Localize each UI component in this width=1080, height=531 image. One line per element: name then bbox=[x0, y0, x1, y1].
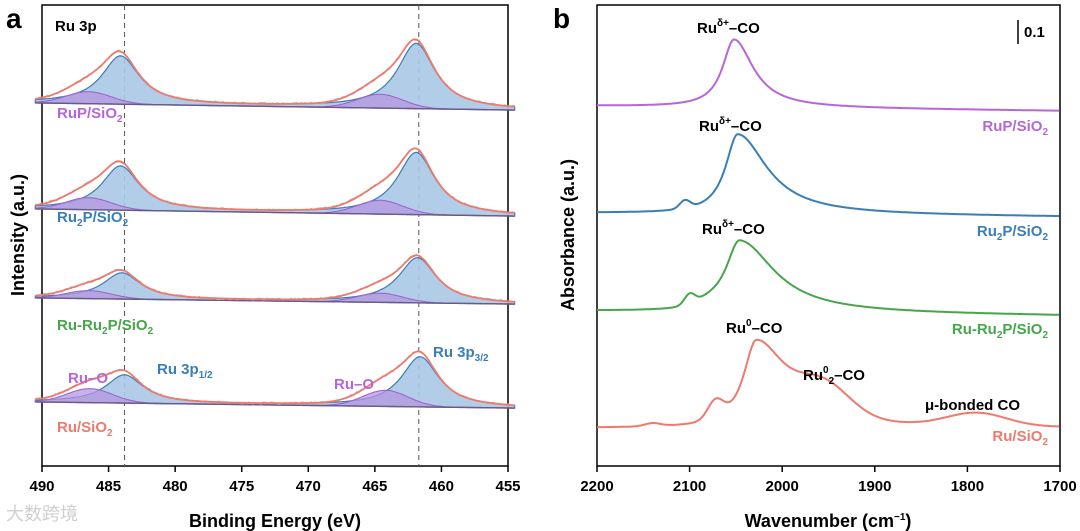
label-ru-ru2p-sio2-b: Ru-Ru2P/SiO2 bbox=[952, 321, 1049, 341]
b-xtick-label: 2200 bbox=[580, 478, 613, 495]
label-rup-sio2-a: RuP/SiO2 bbox=[57, 105, 123, 125]
b-spectrum-1 bbox=[597, 133, 1060, 217]
annotation-ru02-co: Ru02–CO bbox=[803, 365, 865, 387]
panel-b-frame bbox=[596, 4, 1061, 467]
ru-3p12-label: Ru 3p1/2 bbox=[157, 361, 213, 381]
a-envelope-fit bbox=[35, 254, 515, 303]
a-background bbox=[35, 401, 515, 409]
panel-b-x-ticks: 2200 2100 2000 1900 1800 1700 bbox=[580, 466, 1077, 495]
a-spectrum-2 bbox=[34, 254, 516, 305]
a-xtick-label: 475 bbox=[229, 478, 254, 495]
b-xtick-label: 1900 bbox=[858, 478, 891, 495]
annotation-rudelta-co-1: Ruδ+–CO bbox=[697, 18, 760, 37]
a-xtick-label: 470 bbox=[296, 478, 321, 495]
panel-b-ylabel: Absorbance (a.u.) bbox=[558, 159, 578, 311]
ru-o-label-left: Ru–O bbox=[68, 370, 108, 387]
a-xtick-label: 485 bbox=[96, 478, 121, 495]
a-envelope-fit bbox=[35, 147, 515, 214]
scale-bar-label: 0.1 bbox=[1024, 24, 1045, 41]
annotation-ru0-co: Ru0–CO bbox=[726, 318, 783, 337]
label-ru-sio2-a: Ru/SiO2 bbox=[57, 419, 113, 439]
b-xtick-label: 1800 bbox=[951, 478, 984, 495]
panel-b-spectra bbox=[597, 38, 1060, 429]
ru-o-label-right: Ru–O bbox=[334, 376, 374, 393]
a-envelope-fit bbox=[35, 350, 515, 407]
b-spectrum-3 bbox=[597, 338, 1060, 429]
b-xtick-label: 2100 bbox=[673, 478, 706, 495]
label-ru-ru2p-sio2-a: Ru-Ru2P/SiO2 bbox=[57, 317, 154, 337]
label-ru-sio2-b: Ru/SiO2 bbox=[992, 428, 1048, 448]
panel-a-x-ticks: 490 485 480 475 470 465 460 455 bbox=[29, 466, 521, 495]
panel-a-ylabel: Intensity (a.u.) bbox=[8, 174, 28, 296]
a-xtick-label: 480 bbox=[163, 478, 188, 495]
panel-a-label: a bbox=[6, 3, 22, 34]
a-background bbox=[35, 208, 515, 217]
a-envelope-fit bbox=[35, 38, 515, 108]
panel-a-frame bbox=[41, 4, 509, 467]
annotation-mu-bonded-co: μ-bonded CO bbox=[925, 397, 1020, 414]
a-xtick-label: 490 bbox=[29, 478, 54, 495]
a-spectrum-0 bbox=[34, 38, 516, 111]
a-xtick-label: 455 bbox=[495, 478, 520, 495]
panel-b-xlabel: Wavenumber (cm−1) bbox=[745, 511, 912, 531]
annotation-rudelta-co-3: Ruδ+–CO bbox=[702, 219, 765, 238]
panel-a-xlabel: Binding Energy (eV) bbox=[189, 511, 361, 531]
a-spectrum-1 bbox=[34, 147, 516, 217]
label-rup-sio2-b: RuP/SiO2 bbox=[982, 118, 1048, 138]
a-xtick-label: 460 bbox=[429, 478, 454, 495]
watermark: 大数跨境 bbox=[6, 504, 78, 525]
annotation-rudelta-co-2: Ruδ+–CO bbox=[699, 116, 762, 135]
a-background bbox=[35, 297, 515, 305]
b-xtick-label: 1700 bbox=[1043, 478, 1076, 495]
label-ru2p-sio2-b: Ru2P/SiO2 bbox=[977, 223, 1049, 243]
a-spectrum-3 bbox=[34, 350, 516, 409]
panel-a-spectra bbox=[34, 38, 516, 409]
panel-b-label: b bbox=[553, 3, 570, 34]
b-xtick-label: 2000 bbox=[766, 478, 799, 495]
panel-a-title: Ru 3p bbox=[55, 18, 97, 35]
ru-3p32-label: Ru 3p3/2 bbox=[433, 344, 489, 364]
a-background bbox=[35, 102, 515, 111]
a-xtick-label: 465 bbox=[362, 478, 387, 495]
label-ru2p-sio2-a: Ru2P/SiO2 bbox=[57, 209, 129, 229]
b-spectrum-2 bbox=[597, 239, 1060, 316]
b-spectrum-0 bbox=[597, 38, 1060, 112]
